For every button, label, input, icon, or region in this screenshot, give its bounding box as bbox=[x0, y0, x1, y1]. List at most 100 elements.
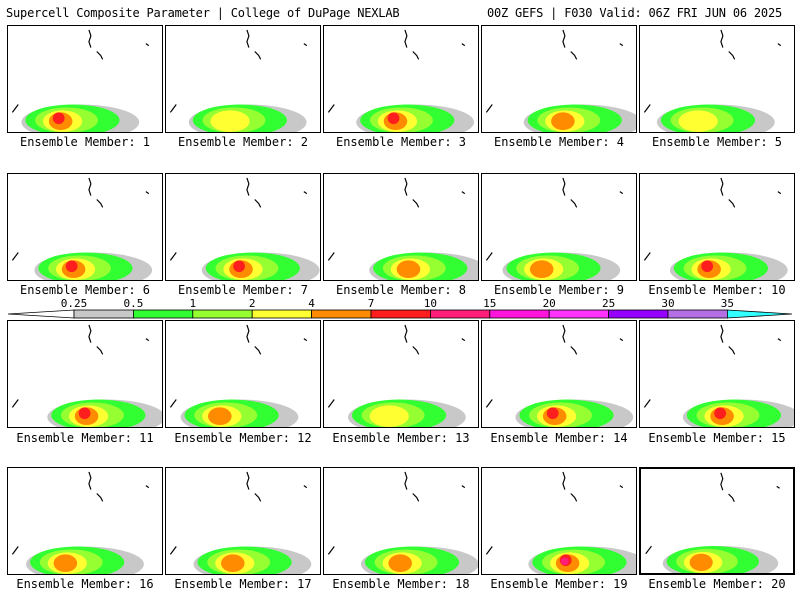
scp-contour-2 bbox=[369, 405, 409, 427]
scp-map-plot bbox=[327, 324, 466, 427]
island-outline bbox=[303, 338, 308, 342]
coastline-shore bbox=[570, 199, 578, 208]
island-outline bbox=[461, 338, 466, 342]
scp-contour-2 bbox=[678, 110, 718, 132]
coastline-west bbox=[11, 252, 19, 261]
island-outline bbox=[145, 43, 150, 47]
scp-contour-10 bbox=[560, 557, 569, 566]
coastline-shore bbox=[254, 493, 262, 502]
coastline-shore bbox=[96, 493, 104, 502]
coastline-west bbox=[169, 399, 177, 408]
coastline-west bbox=[485, 252, 493, 261]
scp-map-plot bbox=[169, 471, 312, 574]
scp-contour-7 bbox=[387, 112, 400, 125]
ensemble-member-map[interactable] bbox=[165, 320, 321, 428]
ensemble-member-map[interactable] bbox=[639, 25, 795, 133]
coastline-west bbox=[485, 399, 493, 408]
ensemble-member-map[interactable] bbox=[639, 173, 795, 281]
ensemble-member-label: Ensemble Member: 3 bbox=[335, 135, 467, 149]
coastline-west bbox=[327, 104, 335, 113]
scp-map-plot bbox=[169, 29, 308, 132]
scp-contour-7 bbox=[701, 260, 714, 273]
ensemble-member-map[interactable] bbox=[481, 320, 637, 428]
scp-map-plot bbox=[11, 177, 153, 280]
legend-tick-label: 25 bbox=[602, 298, 615, 310]
legend-color-swatch bbox=[73, 309, 134, 319]
ensemble-member-label: Ensemble Member: 12 bbox=[174, 431, 312, 445]
scp-map-plot bbox=[485, 29, 636, 132]
legend-tick-label: 4 bbox=[308, 298, 315, 310]
ensemble-member-map[interactable] bbox=[323, 467, 479, 575]
scp-map-plot bbox=[485, 471, 636, 574]
coastline-north bbox=[246, 177, 250, 196]
island-outline bbox=[777, 338, 782, 342]
ensemble-member-map[interactable] bbox=[7, 467, 163, 575]
legend-color-swatch bbox=[489, 309, 550, 319]
ensemble-member-map[interactable] bbox=[165, 173, 321, 281]
scp-contour-7 bbox=[65, 260, 78, 273]
scp-map-plot bbox=[643, 177, 788, 280]
ensemble-member-map[interactable] bbox=[481, 173, 637, 281]
coastline-shore bbox=[412, 346, 420, 355]
coastline-shore bbox=[412, 51, 420, 60]
coastline-shore bbox=[728, 346, 736, 355]
coastline-north bbox=[404, 324, 408, 343]
island-outline bbox=[619, 191, 624, 195]
ensemble-member-map[interactable] bbox=[7, 173, 163, 281]
scp-map-plot bbox=[643, 29, 782, 132]
ensemble-member-map[interactable] bbox=[323, 320, 479, 428]
coastline-shore bbox=[728, 199, 736, 208]
ensemble-member-label: Ensemble Member: 2 bbox=[177, 135, 309, 149]
legend-color-swatch bbox=[429, 309, 491, 319]
ensemble-member-map[interactable] bbox=[481, 467, 637, 575]
island-outline bbox=[777, 43, 782, 47]
coastline-west bbox=[169, 252, 177, 261]
coastline-west bbox=[11, 399, 19, 408]
ensemble-member-label: Ensemble Member: 19 bbox=[490, 577, 628, 591]
scp-contour-4 bbox=[208, 407, 232, 426]
scp-map-plot bbox=[11, 324, 162, 427]
ensemble-member-map[interactable] bbox=[639, 467, 795, 575]
ensemble-member-map[interactable] bbox=[165, 25, 321, 133]
ensemble-member-label: Ensemble Member: 14 bbox=[490, 431, 628, 445]
island-outline bbox=[145, 338, 150, 342]
ensemble-member-map[interactable] bbox=[7, 25, 163, 133]
scp-contour-7 bbox=[52, 112, 65, 125]
coastline-north bbox=[562, 29, 566, 48]
legend-color-swatch bbox=[311, 309, 372, 319]
scp-map-plot bbox=[643, 324, 794, 427]
legend-tick-label: 15 bbox=[483, 298, 496, 310]
map-title: Supercell Composite Parameter | College … bbox=[6, 6, 400, 20]
scp-map-plot bbox=[485, 177, 624, 280]
ensemble-member-map[interactable] bbox=[323, 173, 479, 281]
legend-max-arrow bbox=[727, 309, 792, 319]
ensemble-member-label: Ensemble Member: 16 bbox=[16, 577, 154, 591]
scp-contour-7 bbox=[78, 407, 91, 420]
coastline-north bbox=[246, 324, 250, 343]
legend-tick-label: 20 bbox=[543, 298, 556, 310]
scp-contour-4 bbox=[396, 260, 421, 279]
coastline-shore bbox=[254, 199, 262, 208]
ensemble-member-label: Ensemble Member: 10 bbox=[648, 283, 786, 297]
ensemble-member-label: Ensemble Member: 6 bbox=[19, 283, 151, 297]
scp-map-plot bbox=[645, 472, 780, 573]
ensemble-member-label: Ensemble Member: 17 bbox=[174, 577, 312, 591]
coastline-north bbox=[404, 177, 408, 196]
ensemble-member-map[interactable] bbox=[165, 467, 321, 575]
coastline-west bbox=[169, 104, 177, 113]
ensemble-member-label: Ensemble Member: 8 bbox=[335, 283, 467, 297]
coastline-shore bbox=[254, 346, 262, 355]
coastline-shore bbox=[570, 346, 578, 355]
legend-tick-label: 1 bbox=[189, 298, 196, 310]
legend-color-swatch bbox=[548, 309, 610, 319]
coastline-north bbox=[88, 324, 92, 343]
island-outline bbox=[777, 191, 782, 195]
island-outline bbox=[776, 485, 780, 489]
coastline-north bbox=[88, 29, 92, 48]
ensemble-member-map[interactable] bbox=[481, 25, 637, 133]
ensemble-member-map[interactable] bbox=[639, 320, 795, 428]
ensemble-member-map[interactable] bbox=[7, 320, 163, 428]
island-outline bbox=[461, 485, 466, 489]
ensemble-member-map[interactable] bbox=[323, 25, 479, 133]
coastline-west bbox=[645, 545, 652, 555]
